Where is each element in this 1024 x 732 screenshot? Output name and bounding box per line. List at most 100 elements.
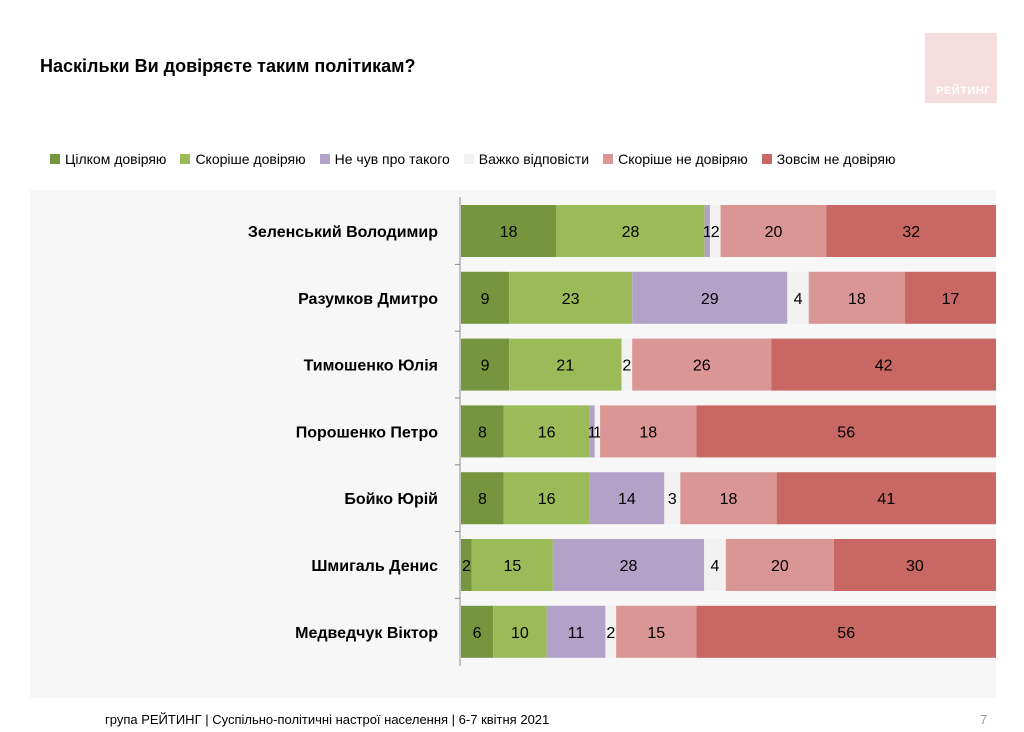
data-label: 11 <box>568 625 585 642</box>
data-label: 56 <box>837 625 855 642</box>
data-label: 41 <box>877 491 895 508</box>
bar-segment <box>552 539 705 591</box>
bar-segment <box>461 205 557 257</box>
legend-label: Важко відповісти <box>478 151 590 167</box>
bar-segment <box>696 605 996 658</box>
data-label: 23 <box>562 291 580 308</box>
bar-segment <box>509 271 633 324</box>
data-label: 4 <box>794 291 803 308</box>
data-label: 6 <box>473 625 482 642</box>
data-label: 14 <box>618 491 636 508</box>
data-label: 3 <box>668 491 677 508</box>
bar-segment <box>546 605 606 658</box>
legend-swatch <box>463 154 474 164</box>
legend-item: Скоріше не довіряю <box>603 151 748 167</box>
legend-item: Важко відповісти <box>463 151 590 167</box>
bar-segment <box>704 205 710 257</box>
data-label: 9 <box>481 291 490 308</box>
bar-segment <box>594 405 601 458</box>
data-label: 1 <box>703 224 712 241</box>
legend-swatch <box>50 154 60 164</box>
bar-segment <box>776 472 996 525</box>
bar-segment <box>605 605 617 658</box>
bar-segment <box>589 405 595 458</box>
bar-segment <box>709 205 721 257</box>
data-label: 21 <box>556 358 574 375</box>
page-number: 7 <box>980 712 988 727</box>
data-label: 28 <box>622 224 640 241</box>
brand-logo: РЕЙТИНГ <box>925 33 997 103</box>
bar-segment <box>461 338 510 391</box>
category-label: Бойко Юрій <box>344 491 438 508</box>
legend-item: Зовсім не довіряю <box>761 151 896 167</box>
data-label: 30 <box>906 558 924 575</box>
legend-label: Скоріше довіряю <box>195 151 306 167</box>
category-label: Шмигаль Денис <box>311 558 438 575</box>
legend-swatch <box>603 154 614 164</box>
data-label: 42 <box>875 358 893 375</box>
data-label: 29 <box>701 291 719 308</box>
data-label: 4 <box>711 558 720 575</box>
data-label: 20 <box>771 558 789 575</box>
category-label: Разумков Дмитро <box>298 291 438 308</box>
legend-swatch <box>761 154 772 164</box>
data-label: 1 <box>588 424 597 441</box>
data-label: 15 <box>503 558 521 575</box>
bar-segment <box>632 271 788 324</box>
bar-segment <box>771 338 996 391</box>
bar-segment <box>696 405 996 458</box>
legend-label: Цілком довіряю <box>65 151 167 167</box>
category-label: Порошенко Петро <box>296 424 439 441</box>
data-label: 8 <box>478 424 487 441</box>
bar-segment <box>616 605 697 658</box>
chart-legend: Цілком довіряю Скоріше довіряю Не чув про … <box>50 150 910 168</box>
bar-segment <box>589 472 665 525</box>
data-label: 18 <box>639 424 657 441</box>
bar-segment <box>493 605 547 658</box>
data-label: 1 <box>593 424 602 441</box>
data-label: 18 <box>500 224 518 241</box>
bar-segment <box>833 539 996 591</box>
bar-segment <box>461 539 472 591</box>
bar-segment <box>808 271 906 324</box>
data-label: 16 <box>538 424 556 441</box>
legend-swatch <box>319 154 330 164</box>
footer-source: група РЕЙТИНГ | Суспільно-політичні наст… <box>105 712 550 727</box>
data-label: 26 <box>693 358 711 375</box>
data-label: 8 <box>478 491 487 508</box>
bar-segment <box>600 405 697 458</box>
bar-segment <box>471 539 553 591</box>
legend-label: Не чув про такого <box>334 151 450 167</box>
legend-item: Скоріше довіряю <box>180 151 306 167</box>
bar-segment <box>503 405 590 458</box>
legend-label: Скоріше не довіряю <box>618 151 748 167</box>
bar-segment <box>787 271 809 324</box>
bar-segment <box>461 405 504 458</box>
bar-segment <box>632 338 772 391</box>
data-label: 2 <box>711 224 720 241</box>
bar-segment <box>680 472 777 525</box>
bar-segment <box>704 539 726 591</box>
bar-segment <box>461 605 494 658</box>
bar-segment <box>461 271 510 324</box>
bar-segment <box>461 472 504 525</box>
legend-item: Цілком довіряю <box>50 151 166 167</box>
data-label: 2 <box>462 558 471 575</box>
data-label: 9 <box>481 358 490 375</box>
data-label: 16 <box>538 491 556 508</box>
category-label: Тимошенко Юлія <box>304 358 438 375</box>
data-label: 15 <box>647 625 665 642</box>
data-label: 10 <box>511 625 529 642</box>
data-label: 56 <box>837 424 855 441</box>
bar-segment <box>905 271 996 324</box>
legend-swatch <box>180 154 191 164</box>
legend-label: Зовсім не довіряю <box>776 151 896 167</box>
category-label: Медведчук Віктор <box>295 625 438 642</box>
bar-segment <box>621 338 633 391</box>
data-label: 2 <box>606 625 615 642</box>
data-label: 2 <box>622 358 631 375</box>
bar-segment <box>720 205 827 257</box>
brand-logo-text: РЕЙТИНГ <box>936 85 991 97</box>
category-label: Зеленський Володимир <box>248 224 438 241</box>
